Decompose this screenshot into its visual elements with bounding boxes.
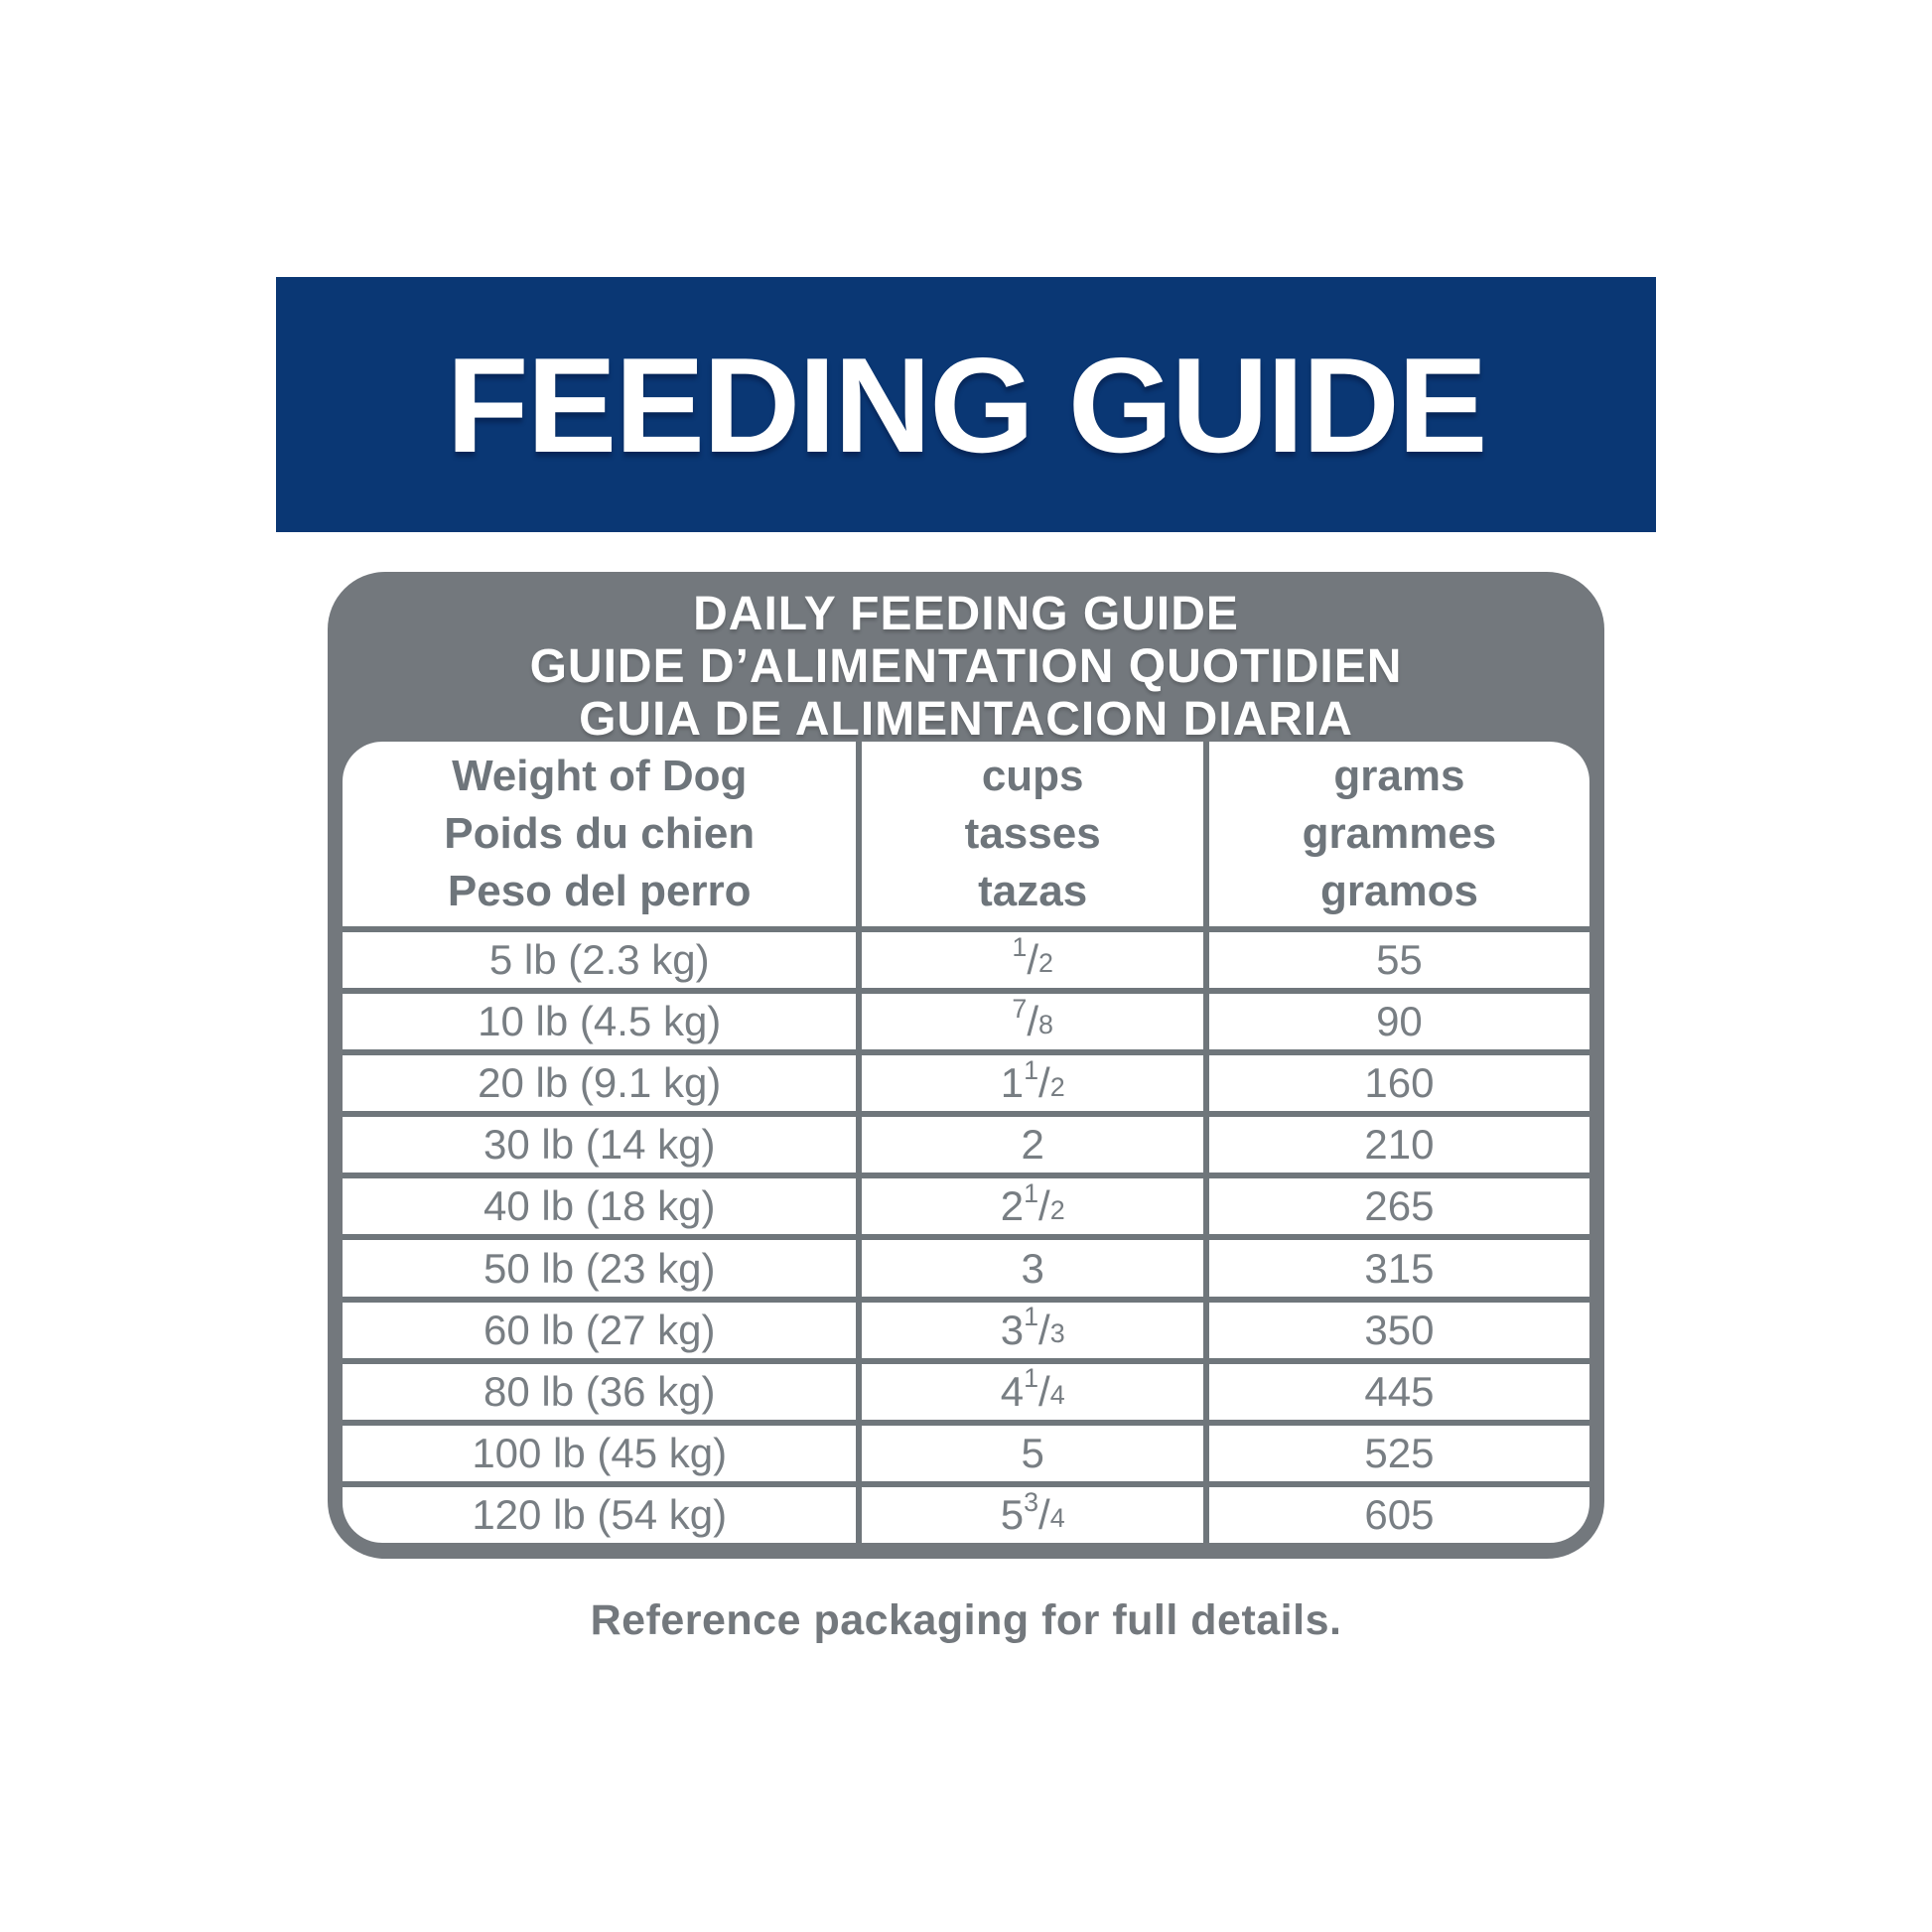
weight-cell: 30 lb (14 kg) xyxy=(343,1111,857,1173)
grams-cell: 445 xyxy=(1208,1357,1589,1420)
cups-cell: 1 1/2 xyxy=(856,1049,1209,1112)
banner-title: FEEDING GUIDE xyxy=(446,329,1488,481)
col-header-cups-fr: tasses xyxy=(964,809,1101,858)
col-header-cups-en: cups xyxy=(981,752,1084,800)
feeding-guide-banner: FEEDING GUIDE xyxy=(276,277,1656,532)
cups-cell: 1/2 xyxy=(856,926,1209,989)
grams-cell: 55 xyxy=(1208,926,1589,988)
weight-cell: 20 lb (9.1 kg) xyxy=(343,1049,857,1111)
weight-cell: 40 lb (18 kg) xyxy=(343,1173,857,1234)
grams-cell: 90 xyxy=(1208,988,1589,1049)
grams-cell: 210 xyxy=(1208,1111,1589,1173)
daily-feeding-guide-card: DAILY FEEDING GUIDE GUIDE D’ALIMENTATION… xyxy=(328,572,1604,1559)
col-header-cups-es: tazas xyxy=(978,867,1088,915)
feeding-table: Weight of Dog Poids du chien Peso del pe… xyxy=(343,742,1589,1543)
weight-cell: 10 lb (4.5 kg) xyxy=(343,988,857,1049)
footer-note: Reference packaging for full details. xyxy=(590,1596,1342,1644)
weight-cell: 60 lb (27 kg) xyxy=(343,1296,857,1358)
col-header-grams-fr: grammes xyxy=(1302,809,1497,858)
card-title-spanish: GUIA DE ALIMENTACION DIARIA xyxy=(579,693,1353,746)
col-header-weight: Weight of Dog Poids du chien Peso del pe… xyxy=(343,742,856,926)
cups-cell: 3 1/3 xyxy=(856,1296,1209,1358)
col-header-grams-es: gramos xyxy=(1319,867,1478,915)
grams-cell: 350 xyxy=(1208,1296,1589,1358)
weight-cell: 120 lb (54 kg) xyxy=(343,1480,857,1543)
card-header: DAILY FEEDING GUIDE GUIDE D’ALIMENTATION… xyxy=(328,572,1604,746)
cups-cell: 2 xyxy=(856,1111,1209,1173)
feeding-table-wrap: Weight of Dog Poids du chien Peso del pe… xyxy=(343,742,1589,1543)
col-header-grams: grams grammes gramos xyxy=(1209,742,1589,926)
col-header-weight-es: Peso del perro xyxy=(447,867,752,915)
cups-cell: 7/8 xyxy=(856,988,1209,1050)
card-title-english: DAILY FEEDING GUIDE xyxy=(693,588,1239,640)
col-header-weight-fr: Poids du chien xyxy=(444,809,756,858)
card-title-french: GUIDE D’ALIMENTATION QUOTIDIEN xyxy=(529,640,1403,693)
weight-cell: 80 lb (36 kg) xyxy=(343,1357,857,1420)
col-header-cups: cups tasses tazas xyxy=(856,742,1209,926)
weight-cell: 5 lb (2.3 kg) xyxy=(343,926,857,988)
grams-cell: 605 xyxy=(1208,1480,1589,1543)
cups-cell: 5 3/4 xyxy=(856,1480,1209,1543)
cups-cell: 5 xyxy=(856,1419,1209,1481)
cups-cell: 3 xyxy=(856,1234,1209,1297)
cups-cell: 4 1/4 xyxy=(856,1357,1209,1420)
col-header-grams-en: grams xyxy=(1333,752,1465,800)
grams-cell: 265 xyxy=(1208,1173,1589,1234)
col-header-weight-en: Weight of Dog xyxy=(452,752,748,800)
cups-cell: 2 1/2 xyxy=(856,1173,1209,1235)
grams-cell: 160 xyxy=(1208,1049,1589,1111)
grams-cell: 315 xyxy=(1208,1234,1589,1296)
weight-cell: 100 lb (45 kg) xyxy=(343,1419,857,1481)
grams-cell: 525 xyxy=(1208,1419,1589,1481)
weight-cell: 50 lb (23 kg) xyxy=(343,1234,857,1296)
